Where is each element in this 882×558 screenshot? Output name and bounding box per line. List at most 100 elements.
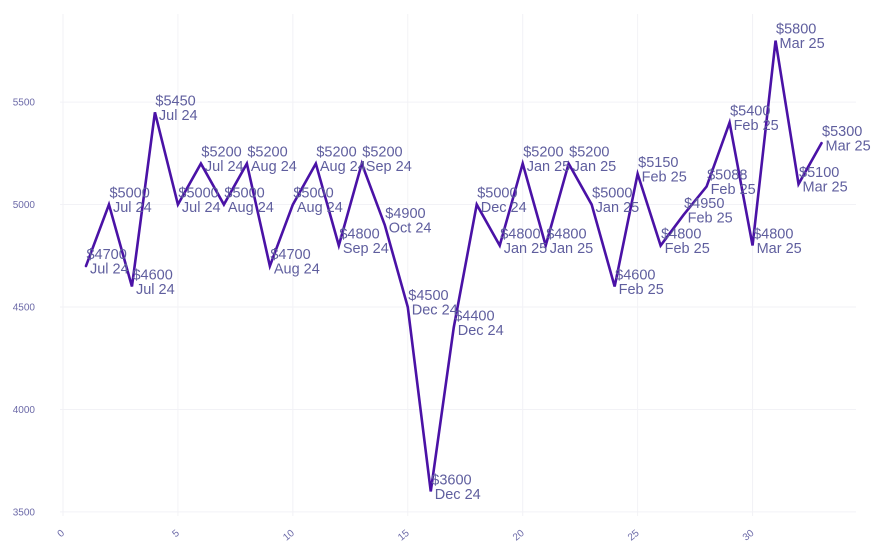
data-label-price: $5150 <box>638 155 678 171</box>
y-tick-label: 4500 <box>13 303 36 314</box>
data-label-date: Jul 24 <box>182 200 221 216</box>
data-label-date: Mar 25 <box>803 180 848 196</box>
data-label-date: Aug 24 <box>274 262 320 278</box>
data-label-price: $5000 <box>178 186 218 202</box>
data-label-date: Feb 25 <box>642 169 687 185</box>
y-tick-label: 5500 <box>13 98 36 109</box>
data-label-date: Feb 25 <box>665 241 710 257</box>
data-label-date: Aug 24 <box>320 159 366 175</box>
data-label-price: $5200 <box>316 145 356 161</box>
data-label-price: $4800 <box>339 227 379 243</box>
x-tick-label: 10 <box>281 528 297 544</box>
data-label-date: Jul 24 <box>113 200 152 216</box>
data-label-price: $5200 <box>247 145 287 161</box>
data-label-price: $4800 <box>546 227 586 243</box>
data-label-date: Aug 24 <box>228 200 274 216</box>
grid-lines <box>60 14 856 516</box>
x-tick-label: 20 <box>511 528 527 544</box>
data-label-price: $5000 <box>109 186 149 202</box>
x-tick-label: 5 <box>171 528 183 540</box>
data-label-price: $5000 <box>224 186 264 202</box>
price-series-line <box>84 40 823 492</box>
data-label-date: Dec 24 <box>412 303 458 319</box>
data-label-price: $4600 <box>132 268 172 284</box>
data-label-price: $5000 <box>293 186 333 202</box>
data-label-date: Jan 25 <box>527 159 571 175</box>
data-label-date: Dec 24 <box>435 487 481 503</box>
data-label-date: Dec 24 <box>458 323 504 339</box>
data-label-price: $4900 <box>385 206 425 222</box>
data-label-date: Jan 25 <box>573 159 617 175</box>
y-tick-label: 3500 <box>13 507 36 518</box>
data-label-price: $4800 <box>661 227 701 243</box>
x-tick-label: 15 <box>396 528 412 544</box>
data-label-price: $5450 <box>155 93 195 109</box>
y-tick-label: 5000 <box>13 200 36 211</box>
data-label-price: $4950 <box>684 196 724 212</box>
data-label-date: Feb 25 <box>688 210 733 226</box>
x-tick-label: 25 <box>626 528 642 544</box>
data-label-date: Dec 24 <box>481 200 527 216</box>
data-label-date: Jul 24 <box>136 282 175 298</box>
data-label-date: Jan 25 <box>504 241 548 257</box>
series-layer <box>84 40 823 492</box>
data-label-price: $4400 <box>454 308 494 324</box>
data-label-date: Mar 25 <box>826 139 871 155</box>
data-label-price: $4800 <box>500 227 540 243</box>
data-label-price: $4500 <box>408 288 448 304</box>
data-label-date: Oct 24 <box>389 221 432 237</box>
data-label-date: Feb 25 <box>619 282 664 298</box>
data-label-price: $5200 <box>569 145 609 161</box>
data-label-date: Sep 24 <box>366 159 412 175</box>
x-tick-label: 0 <box>56 528 68 540</box>
data-label-price: $5088 <box>707 168 747 184</box>
data-label-date: Jan 25 <box>596 200 640 216</box>
data-label-price: $3600 <box>431 472 471 488</box>
y-tick-label: 4000 <box>13 405 36 416</box>
data-label-price: $5200 <box>362 145 402 161</box>
data-label-price: $5400 <box>730 104 770 120</box>
data-label-price: $4700 <box>270 247 310 263</box>
data-label-price: $5800 <box>776 22 816 38</box>
data-label-date: Aug 24 <box>297 200 343 216</box>
data-label-price: $5000 <box>477 186 517 202</box>
data-label-price: $5100 <box>799 165 839 181</box>
data-label-date: Sep 24 <box>343 241 389 257</box>
data-label-price: $4700 <box>86 247 126 263</box>
data-label-date: Feb 25 <box>711 182 756 198</box>
data-label-date: Mar 25 <box>757 241 802 257</box>
data-label-date: Feb 25 <box>734 118 779 134</box>
data-label-date: Jul 24 <box>159 108 198 124</box>
data-label-price: $4600 <box>615 268 655 284</box>
data-label-price: $4800 <box>753 227 793 243</box>
data-label-date: Jan 25 <box>550 241 594 257</box>
data-label-price: $5000 <box>592 186 632 202</box>
data-label-date: Jul 24 <box>205 159 244 175</box>
